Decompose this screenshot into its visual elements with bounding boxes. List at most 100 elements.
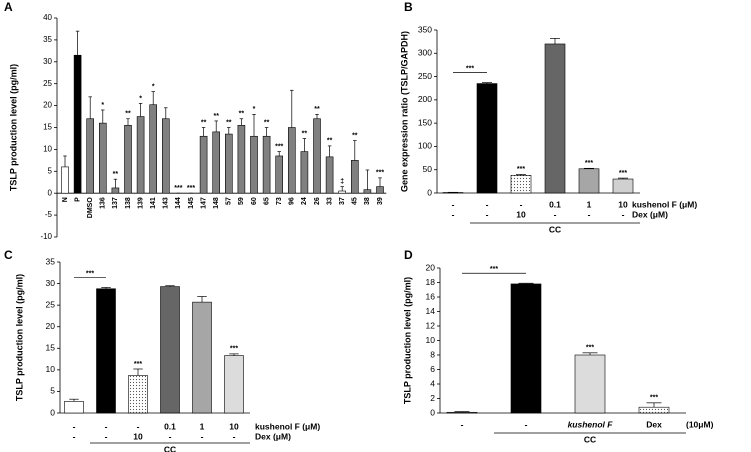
bar	[199, 135, 208, 194]
y-tick-label: -10	[40, 232, 52, 241]
y-tick-label: 20	[43, 101, 52, 110]
bar	[136, 116, 145, 194]
row-cell: -	[73, 421, 76, 431]
bracket-label: ***	[466, 65, 474, 72]
significance: *	[253, 106, 256, 113]
x-tick-label: P	[74, 197, 81, 202]
bracket-label: ***	[86, 270, 94, 277]
row-cell: -	[105, 431, 108, 441]
y-tick-label: 14	[426, 306, 436, 316]
x-tick-label: 38	[364, 197, 371, 205]
significance: *	[139, 95, 142, 102]
x-tick-label: 148	[213, 197, 220, 209]
y-tick-label: -5	[45, 210, 53, 219]
row-cell: -	[486, 199, 489, 209]
bar	[338, 190, 347, 194]
bar	[350, 160, 359, 194]
y-tick-label: 15	[46, 343, 56, 353]
y-tick-label: 18	[426, 277, 436, 287]
group-label: CC	[164, 444, 176, 452]
row-cell: -	[588, 209, 591, 219]
row-cell: -	[452, 209, 455, 219]
significance: ***	[174, 185, 182, 192]
y-tick-label: 100	[418, 141, 432, 151]
significance: **	[302, 130, 308, 137]
row-cell: -	[525, 419, 528, 429]
row-cell: 0.1	[164, 421, 176, 431]
bar	[128, 375, 148, 414]
x-tick-label: 143	[163, 197, 170, 209]
y-tick-label: 300	[418, 48, 432, 58]
x-tick-label: 145	[188, 197, 195, 209]
y-tick-label: 10	[46, 364, 56, 374]
x-tick-label: 59	[238, 197, 245, 205]
bar	[224, 355, 244, 414]
significance: **	[327, 138, 333, 145]
y-tick-label: 8	[430, 349, 435, 359]
bar	[446, 411, 478, 414]
bar	[376, 186, 384, 194]
row-cell: -	[486, 209, 489, 219]
y-tick-label: 12	[426, 320, 436, 330]
y-tick-label: 0	[48, 188, 53, 197]
panel-letter: D	[404, 248, 413, 262]
x-tick-label: 137	[112, 197, 119, 209]
row-cell: -	[622, 209, 625, 219]
bar	[160, 286, 180, 414]
row-cell: 1	[200, 421, 205, 431]
y-tick-label: 16	[426, 291, 436, 301]
significance: *	[152, 83, 155, 90]
y-tick-label: 25	[43, 79, 52, 88]
significance: **	[226, 119, 232, 126]
row-cell: 1	[587, 199, 592, 209]
bar	[313, 118, 321, 194]
y-tick-label: 10	[426, 335, 436, 345]
row-cell: -	[169, 431, 172, 441]
panel-letter: B	[404, 0, 413, 14]
row-label: Dex (μM)	[632, 209, 668, 219]
x-tick-label: 24	[301, 197, 308, 205]
row-cell: -	[520, 199, 523, 209]
y-tick-label: 0	[430, 407, 435, 417]
y-tick-label: 0	[50, 407, 55, 417]
row-cell: kushenol F	[568, 419, 614, 429]
bar	[262, 135, 271, 194]
significance: ***	[376, 170, 384, 177]
group-label: CC	[549, 224, 561, 234]
significance: ***	[650, 395, 658, 402]
bar	[192, 301, 212, 414]
x-tick-label: 60	[251, 197, 258, 205]
bar	[287, 127, 296, 194]
y-tick-label: 5	[48, 166, 53, 175]
significance: **	[314, 106, 320, 113]
bar	[574, 354, 606, 414]
y-tick-label: 15	[43, 123, 52, 132]
bar	[225, 133, 233, 194]
row-label: kushenol F (μM)	[632, 199, 697, 209]
y-axis-title: TSLP production level (pg/ml)	[14, 274, 24, 401]
row-label: (10μM)	[686, 419, 714, 429]
bar	[124, 125, 132, 194]
x-tick-label: 26	[314, 197, 321, 205]
significance: ***	[134, 361, 142, 368]
panel-letter: C	[4, 248, 13, 262]
y-tick-label: 6	[430, 364, 435, 374]
y-tick-label: 40	[43, 13, 52, 22]
bar	[363, 189, 372, 194]
bar	[578, 168, 600, 194]
row-label: kushenol F (μM)	[255, 421, 320, 431]
x-tick-label: 138	[125, 197, 132, 209]
y-tick-label: 200	[418, 94, 432, 104]
significance: **	[213, 113, 219, 120]
y-tick-label: 20	[426, 262, 436, 272]
bar	[149, 104, 157, 194]
y-tick-label: 0	[427, 187, 432, 197]
bar	[510, 283, 542, 414]
significance: **	[125, 111, 131, 118]
x-tick-label: N	[62, 197, 69, 202]
bar	[237, 125, 246, 194]
y-tick-label: 4	[430, 378, 435, 388]
row-label: Dex (μM)	[255, 431, 291, 441]
significance: *	[101, 102, 104, 109]
